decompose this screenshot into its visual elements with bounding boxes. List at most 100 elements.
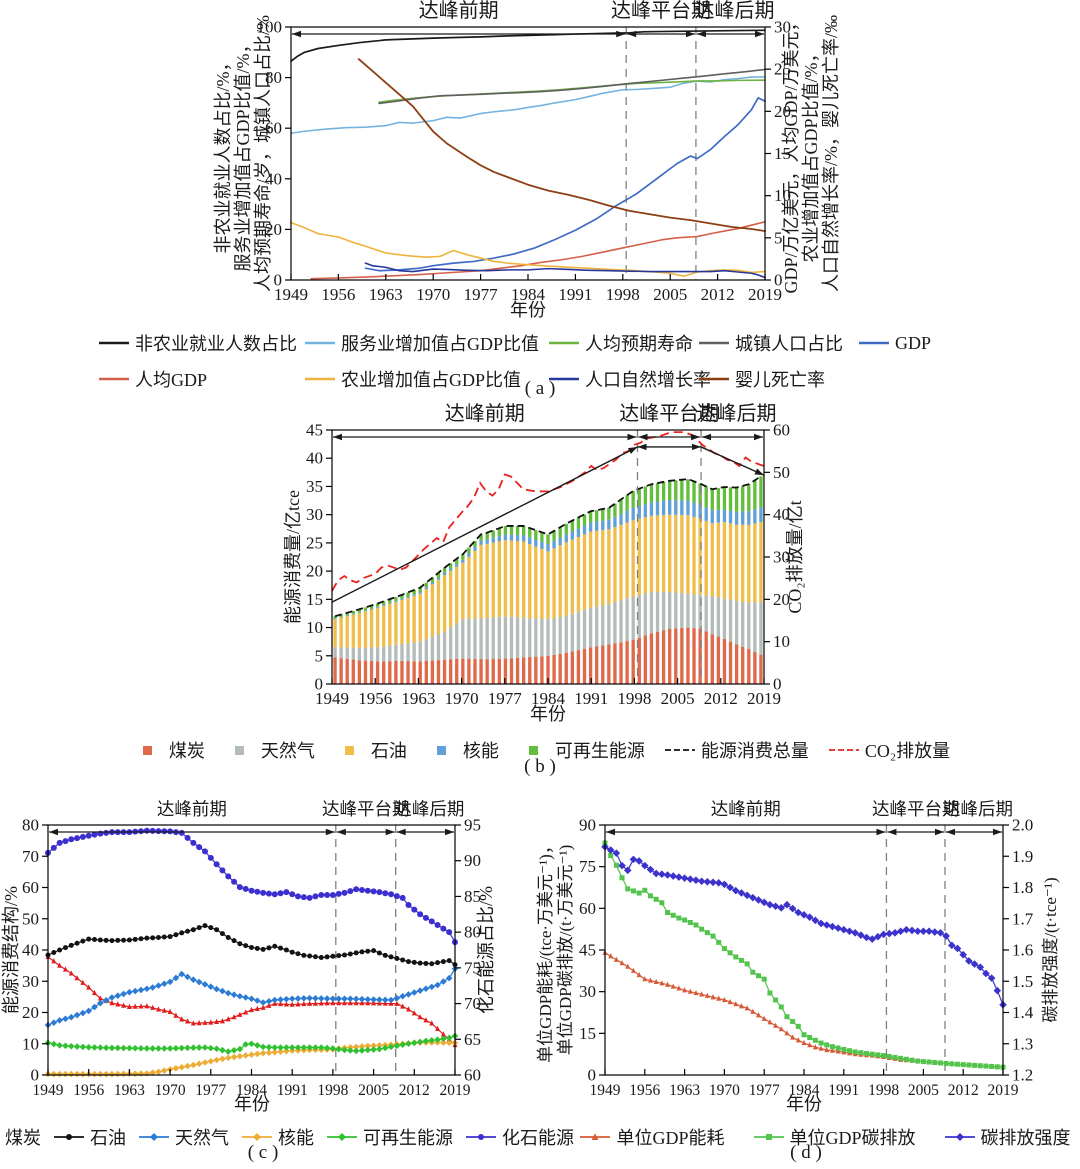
svg-text:达峰后期: 达峰后期 bbox=[694, 0, 774, 22]
line-legend-glyph bbox=[549, 341, 579, 345]
svg-text:25: 25 bbox=[774, 60, 791, 79]
line-legend-glyph bbox=[549, 377, 579, 381]
svg-text:达峰平台期: 达峰平台期 bbox=[872, 799, 960, 819]
line-diamond-legend-glyph bbox=[242, 1133, 272, 1141]
line-triangle-legend-glyph bbox=[0, 1130, 2, 1144]
svg-text:0: 0 bbox=[588, 1066, 597, 1085]
svg-text:10: 10 bbox=[773, 632, 790, 651]
square-legend-glyph bbox=[436, 746, 446, 755]
svg-text:20: 20 bbox=[306, 562, 323, 581]
svg-text:60: 60 bbox=[265, 119, 282, 138]
svg-text:70: 70 bbox=[22, 847, 39, 866]
legend-item-d: 单位GDP碳排放 bbox=[751, 1124, 916, 1150]
svg-text:1.6: 1.6 bbox=[1012, 941, 1033, 960]
line-legend-glyph bbox=[99, 377, 129, 381]
svg-text:1970: 1970 bbox=[709, 1082, 740, 1099]
svg-text:40: 40 bbox=[306, 449, 323, 468]
svg-text:60: 60 bbox=[579, 899, 596, 918]
svg-text:达峰平台期: 达峰平台期 bbox=[322, 799, 410, 819]
legend-item-c: 化石能源 bbox=[463, 1124, 574, 1150]
svg-text:15: 15 bbox=[306, 590, 323, 609]
svg-text:2019: 2019 bbox=[747, 689, 781, 708]
dash-legend-glyph bbox=[828, 749, 859, 751]
svg-text:1970: 1970 bbox=[445, 689, 479, 708]
svg-text:1949: 1949 bbox=[315, 689, 349, 708]
legend-item-a: 农业增加值占GDP比值 bbox=[302, 366, 546, 392]
svg-text:2012: 2012 bbox=[948, 1082, 979, 1099]
svg-text:1977: 1977 bbox=[488, 689, 523, 708]
svg-text:达峰后期: 达峰后期 bbox=[697, 402, 777, 425]
legend-panel-c: 煤炭 石油 天然气 核能 可再生能源 化石能源 bbox=[4, 1124, 574, 1150]
square-legend-glyph bbox=[528, 746, 538, 755]
svg-text:年份: 年份 bbox=[786, 1094, 822, 1114]
svg-text:30: 30 bbox=[774, 18, 791, 37]
svg-text:30: 30 bbox=[773, 548, 790, 567]
svg-text:2.0: 2.0 bbox=[1012, 816, 1033, 835]
legend-item-c: 天然气 bbox=[136, 1124, 229, 1150]
legend-label: 非农业就业人数占比 bbox=[135, 334, 297, 354]
legend-label: 人口自然增长率 bbox=[585, 370, 711, 390]
legend-item-a: 服务业增加值占GDP比值 bbox=[302, 330, 546, 356]
legend-label: CO₂排放量 bbox=[864, 741, 951, 761]
svg-text:1991: 1991 bbox=[574, 689, 608, 708]
line-legend-glyph bbox=[305, 377, 335, 381]
svg-text:1.3: 1.3 bbox=[1012, 1034, 1033, 1053]
legend-item-d: 碳排放强度 bbox=[942, 1124, 1071, 1150]
svg-text:0: 0 bbox=[774, 271, 783, 290]
legend-label: 人均预期寿命 bbox=[585, 334, 693, 354]
legend-label: 煤炭 bbox=[168, 741, 205, 761]
legend-label: 能源消费总量 bbox=[700, 741, 809, 761]
svg-text:10: 10 bbox=[774, 186, 791, 205]
svg-text:1.7: 1.7 bbox=[1012, 909, 1034, 928]
line-legend-glyph bbox=[859, 341, 889, 345]
svg-text:80: 80 bbox=[22, 816, 39, 835]
line-triangle-legend-glyph bbox=[580, 1133, 611, 1140]
line-circle-legend-glyph bbox=[466, 1134, 496, 1140]
svg-text:0: 0 bbox=[31, 1066, 40, 1085]
legend-label: 核能 bbox=[278, 1128, 314, 1148]
svg-text:1956: 1956 bbox=[358, 689, 392, 708]
svg-text:50: 50 bbox=[773, 463, 790, 482]
svg-text:1984: 1984 bbox=[236, 1082, 267, 1099]
svg-text:1998: 1998 bbox=[317, 1082, 348, 1099]
svg-text:10: 10 bbox=[306, 618, 323, 637]
svg-text:达峰前期: 达峰前期 bbox=[419, 0, 499, 22]
svg-text:20: 20 bbox=[265, 220, 282, 239]
legend-label: 城镇人口占比 bbox=[735, 334, 843, 354]
svg-text:能源消费量/亿tce: 能源消费量/亿tce bbox=[283, 490, 303, 624]
svg-text:25: 25 bbox=[306, 533, 323, 552]
svg-text:1956: 1956 bbox=[73, 1082, 104, 1099]
svg-text:年份: 年份 bbox=[530, 704, 566, 724]
svg-text:1963: 1963 bbox=[114, 1082, 145, 1099]
svg-text:1.9: 1.9 bbox=[1012, 847, 1033, 866]
svg-text:40: 40 bbox=[265, 169, 282, 188]
svg-text:1984: 1984 bbox=[789, 1082, 820, 1099]
line-legend-glyph bbox=[699, 377, 729, 381]
svg-text:10: 10 bbox=[22, 1034, 39, 1053]
svg-text:2019: 2019 bbox=[440, 1082, 471, 1099]
svg-text:15: 15 bbox=[579, 1024, 596, 1043]
svg-text:单位GDP碳排放/(t·万美元⁻¹): 单位GDP碳排放/(t·万美元⁻¹) bbox=[556, 845, 575, 1056]
svg-text:达峰平台期: 达峰平台期 bbox=[611, 0, 711, 22]
legend-panel-a: 非农业就业人数占比 服务业增加值占GDP比值 人均预期寿命 城镇人口占比 GDP 人均GD… bbox=[96, 330, 996, 392]
svg-text:碳排放强度/(t·tce⁻¹): 碳排放强度/(t·tce⁻¹) bbox=[1041, 877, 1060, 1022]
svg-text:2005: 2005 bbox=[908, 1082, 939, 1099]
svg-text:1998: 1998 bbox=[617, 689, 651, 708]
svg-text:1963: 1963 bbox=[669, 1082, 700, 1099]
legend-label: 石油 bbox=[90, 1128, 126, 1148]
legend-item-a: 非农业就业人数占比 bbox=[96, 330, 302, 356]
svg-text:15: 15 bbox=[774, 144, 791, 163]
svg-text:40: 40 bbox=[22, 941, 39, 960]
svg-text:化石能源占比/%: 化石能源占比/% bbox=[476, 886, 496, 1014]
svg-text:2012: 2012 bbox=[399, 1082, 430, 1099]
legend-panel-d: 单位GDP能耗 单位GDP碳排放 碳排放强度 bbox=[568, 1124, 1080, 1150]
svg-text:5: 5 bbox=[315, 646, 324, 665]
square-legend-glyph bbox=[234, 746, 244, 755]
svg-text:90: 90 bbox=[579, 816, 596, 835]
svg-text:1977: 1977 bbox=[749, 1082, 780, 1099]
svg-text:年份: 年份 bbox=[234, 1094, 270, 1114]
legend-label: 可再生能源 bbox=[554, 741, 645, 761]
svg-text:1949: 1949 bbox=[33, 1082, 64, 1099]
svg-text:1977: 1977 bbox=[464, 285, 499, 304]
